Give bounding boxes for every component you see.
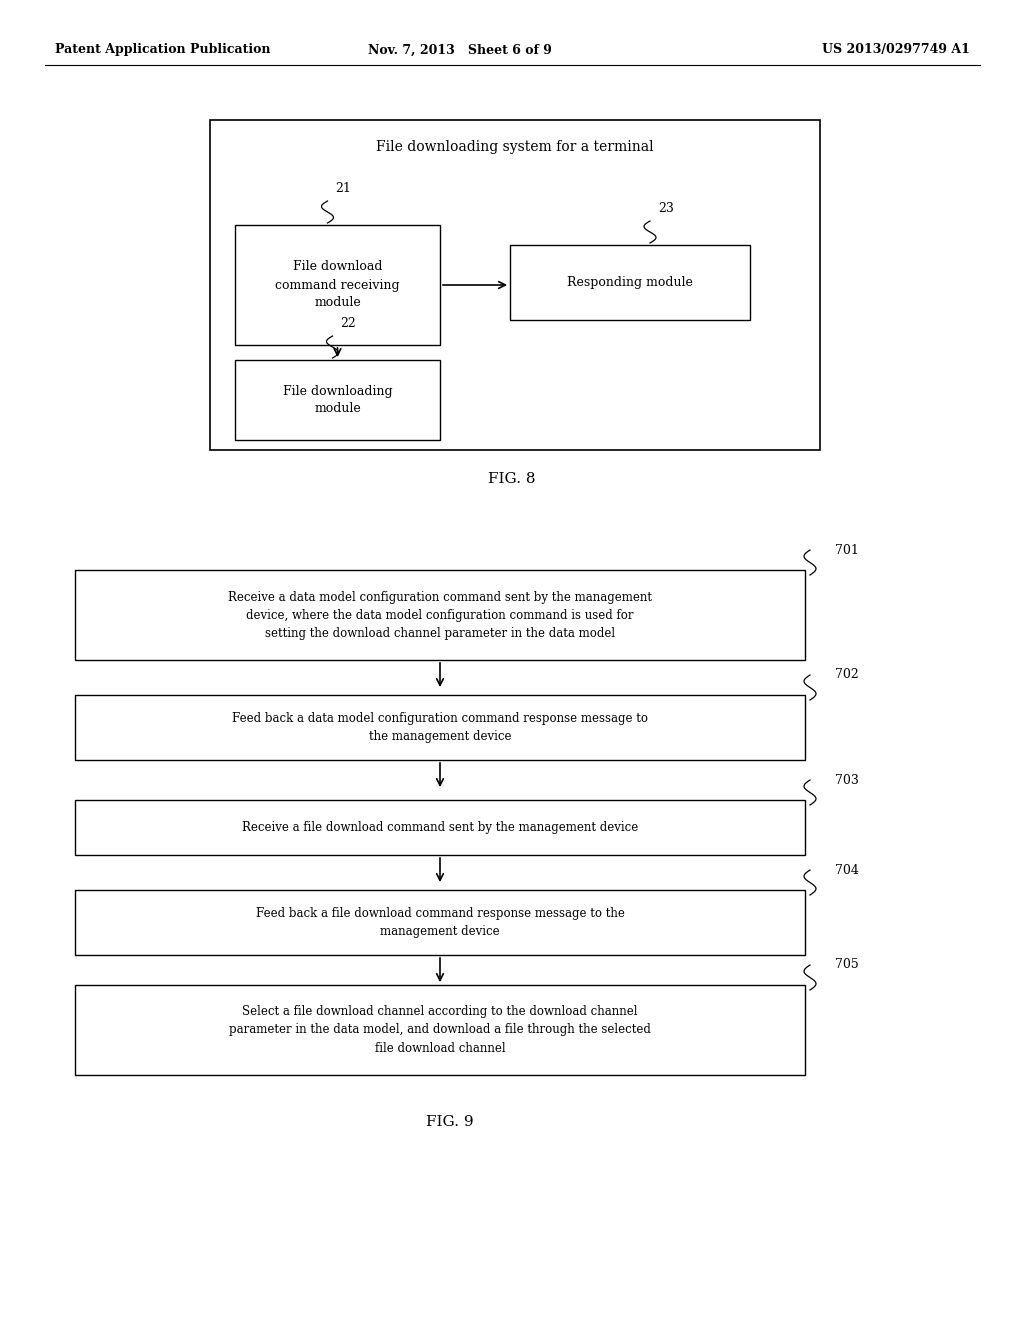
FancyBboxPatch shape bbox=[234, 224, 440, 345]
Text: 703: 703 bbox=[835, 774, 859, 787]
FancyBboxPatch shape bbox=[510, 246, 750, 319]
Text: 23: 23 bbox=[658, 202, 674, 215]
Text: 701: 701 bbox=[835, 544, 859, 557]
Text: Feed back a data model configuration command response message to
the management : Feed back a data model configuration com… bbox=[232, 711, 648, 743]
FancyBboxPatch shape bbox=[75, 985, 805, 1074]
Text: Select a file download channel according to the download channel
parameter in th: Select a file download channel according… bbox=[229, 1006, 651, 1055]
FancyBboxPatch shape bbox=[210, 120, 820, 450]
FancyBboxPatch shape bbox=[75, 800, 805, 855]
FancyBboxPatch shape bbox=[75, 570, 805, 660]
Text: US 2013/0297749 A1: US 2013/0297749 A1 bbox=[822, 44, 970, 57]
Text: Responding module: Responding module bbox=[567, 276, 693, 289]
Text: Receive a file download command sent by the management device: Receive a file download command sent by … bbox=[242, 821, 638, 834]
FancyBboxPatch shape bbox=[75, 696, 805, 760]
Text: File downloading
module: File downloading module bbox=[283, 384, 392, 416]
Text: 22: 22 bbox=[341, 317, 356, 330]
Text: 21: 21 bbox=[336, 182, 351, 195]
FancyBboxPatch shape bbox=[75, 890, 805, 954]
Text: Nov. 7, 2013   Sheet 6 of 9: Nov. 7, 2013 Sheet 6 of 9 bbox=[368, 44, 552, 57]
Text: Feed back a file download command response message to the
management device: Feed back a file download command respon… bbox=[256, 907, 625, 939]
Text: 704: 704 bbox=[835, 863, 859, 876]
FancyBboxPatch shape bbox=[234, 360, 440, 440]
Text: FIG. 8: FIG. 8 bbox=[488, 473, 536, 486]
Text: File download
command receiving
module: File download command receiving module bbox=[275, 260, 399, 309]
Text: Receive a data model configuration command sent by the management
device, where : Receive a data model configuration comma… bbox=[228, 590, 652, 639]
Text: 705: 705 bbox=[835, 958, 859, 972]
Text: Patent Application Publication: Patent Application Publication bbox=[55, 44, 270, 57]
Text: File downloading system for a terminal: File downloading system for a terminal bbox=[376, 140, 653, 154]
Text: 702: 702 bbox=[835, 668, 859, 681]
Text: FIG. 9: FIG. 9 bbox=[426, 1115, 474, 1129]
